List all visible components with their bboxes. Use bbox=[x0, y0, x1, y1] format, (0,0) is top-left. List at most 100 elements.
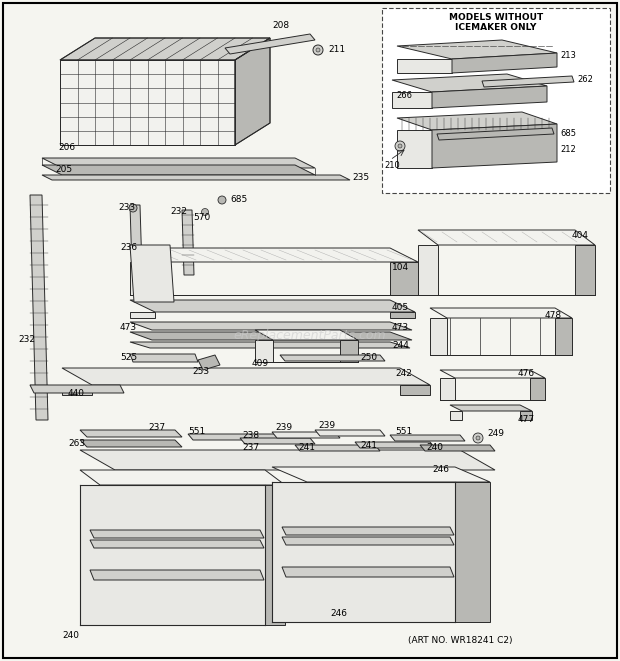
Text: 240: 240 bbox=[62, 631, 79, 639]
Polygon shape bbox=[80, 450, 495, 470]
Polygon shape bbox=[520, 411, 532, 420]
Circle shape bbox=[202, 208, 208, 215]
Text: 212: 212 bbox=[560, 145, 576, 155]
Polygon shape bbox=[80, 485, 265, 625]
Text: 241: 241 bbox=[298, 444, 315, 453]
Text: 241: 241 bbox=[360, 440, 377, 449]
Text: 237: 237 bbox=[148, 424, 165, 432]
Text: 685: 685 bbox=[560, 130, 576, 139]
Polygon shape bbox=[60, 60, 235, 145]
Polygon shape bbox=[42, 165, 315, 175]
Bar bbox=[382, 8, 610, 193]
Circle shape bbox=[473, 433, 483, 443]
Text: 239: 239 bbox=[318, 422, 335, 430]
Polygon shape bbox=[182, 210, 194, 275]
Circle shape bbox=[313, 45, 323, 55]
Circle shape bbox=[476, 436, 480, 440]
Polygon shape bbox=[432, 124, 557, 168]
Text: 473: 473 bbox=[392, 323, 409, 332]
Text: 685: 685 bbox=[230, 194, 247, 204]
Polygon shape bbox=[80, 440, 182, 447]
Polygon shape bbox=[272, 467, 490, 482]
Polygon shape bbox=[265, 485, 285, 625]
Polygon shape bbox=[30, 195, 48, 420]
Text: 238: 238 bbox=[242, 430, 259, 440]
Text: 266: 266 bbox=[396, 91, 412, 100]
Polygon shape bbox=[130, 322, 412, 330]
Polygon shape bbox=[198, 355, 220, 370]
Polygon shape bbox=[452, 53, 557, 73]
Polygon shape bbox=[437, 128, 554, 140]
Polygon shape bbox=[397, 112, 557, 130]
Polygon shape bbox=[355, 442, 435, 448]
Text: 244: 244 bbox=[392, 340, 409, 350]
Polygon shape bbox=[418, 230, 595, 245]
Polygon shape bbox=[315, 430, 385, 436]
Polygon shape bbox=[62, 385, 92, 395]
Polygon shape bbox=[282, 567, 454, 577]
Polygon shape bbox=[295, 445, 380, 451]
Polygon shape bbox=[418, 245, 438, 295]
Polygon shape bbox=[188, 434, 280, 440]
Polygon shape bbox=[455, 482, 490, 622]
Circle shape bbox=[395, 141, 405, 151]
Text: 476: 476 bbox=[518, 368, 535, 377]
Text: 211: 211 bbox=[328, 46, 345, 54]
Text: 525: 525 bbox=[120, 354, 137, 362]
Text: 253: 253 bbox=[192, 368, 209, 377]
Text: (ART NO. WR18241 C2): (ART NO. WR18241 C2) bbox=[408, 635, 512, 644]
Polygon shape bbox=[430, 318, 447, 355]
Text: 104: 104 bbox=[392, 264, 409, 272]
Text: 250: 250 bbox=[360, 354, 377, 362]
Polygon shape bbox=[392, 74, 547, 92]
Polygon shape bbox=[272, 432, 340, 438]
Text: 206: 206 bbox=[58, 143, 75, 153]
Circle shape bbox=[316, 48, 320, 52]
Polygon shape bbox=[280, 355, 385, 361]
Polygon shape bbox=[30, 385, 124, 393]
Polygon shape bbox=[397, 40, 557, 59]
Polygon shape bbox=[272, 482, 455, 622]
Polygon shape bbox=[397, 130, 432, 168]
Text: 235: 235 bbox=[352, 173, 369, 182]
Text: 551: 551 bbox=[395, 428, 412, 436]
Text: 237: 237 bbox=[242, 444, 259, 453]
Polygon shape bbox=[130, 300, 415, 312]
Polygon shape bbox=[130, 245, 174, 302]
Polygon shape bbox=[225, 34, 315, 54]
Polygon shape bbox=[450, 405, 532, 411]
Polygon shape bbox=[42, 175, 350, 180]
Text: 440: 440 bbox=[68, 389, 85, 397]
Text: MODELS WITHOUT: MODELS WITHOUT bbox=[449, 13, 543, 22]
Polygon shape bbox=[130, 354, 198, 362]
Polygon shape bbox=[90, 570, 264, 580]
Text: 233: 233 bbox=[118, 204, 135, 212]
Polygon shape bbox=[255, 340, 273, 362]
Polygon shape bbox=[130, 312, 155, 318]
Polygon shape bbox=[80, 470, 285, 485]
Polygon shape bbox=[390, 262, 418, 295]
Text: 246: 246 bbox=[330, 609, 347, 619]
Text: 208: 208 bbox=[272, 22, 289, 30]
Polygon shape bbox=[130, 205, 142, 270]
Polygon shape bbox=[530, 378, 545, 400]
Polygon shape bbox=[400, 385, 430, 395]
Polygon shape bbox=[130, 332, 412, 340]
Text: 473: 473 bbox=[120, 323, 137, 332]
Text: 263: 263 bbox=[68, 438, 85, 447]
Polygon shape bbox=[130, 262, 158, 295]
Circle shape bbox=[218, 196, 226, 204]
Text: 236: 236 bbox=[120, 243, 137, 253]
Polygon shape bbox=[235, 38, 270, 145]
Polygon shape bbox=[482, 76, 574, 87]
Polygon shape bbox=[392, 92, 432, 108]
Polygon shape bbox=[80, 430, 182, 437]
Text: 232: 232 bbox=[170, 208, 187, 217]
Polygon shape bbox=[340, 340, 358, 362]
Polygon shape bbox=[420, 445, 495, 451]
Text: 232: 232 bbox=[18, 336, 35, 344]
Polygon shape bbox=[240, 438, 315, 444]
Circle shape bbox=[129, 204, 137, 212]
Polygon shape bbox=[440, 370, 545, 378]
Polygon shape bbox=[90, 530, 264, 538]
